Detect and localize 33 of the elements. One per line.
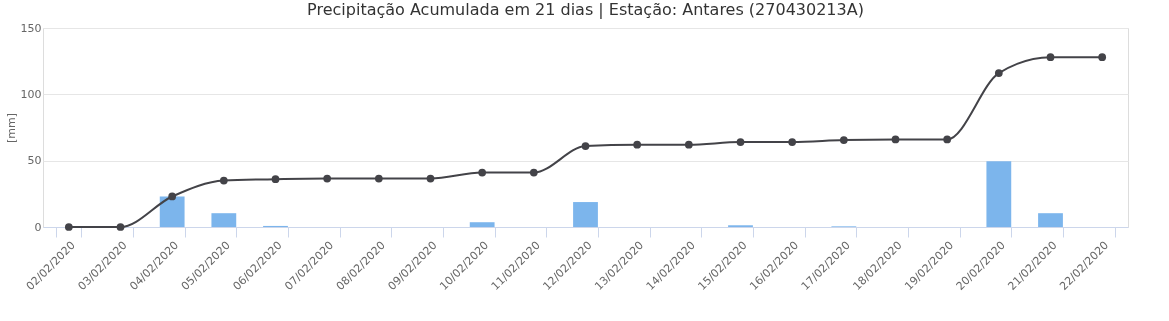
point xyxy=(323,174,332,183)
point xyxy=(168,192,177,201)
point xyxy=(994,69,1003,77)
y-tick-label: 100 xyxy=(20,87,42,101)
point xyxy=(116,223,125,231)
point xyxy=(271,175,280,184)
point xyxy=(1098,53,1107,62)
point xyxy=(1046,53,1055,62)
point xyxy=(64,223,73,231)
point xyxy=(426,174,435,183)
y-tick-label: 0 xyxy=(34,220,42,234)
point xyxy=(633,140,642,149)
point xyxy=(529,168,538,177)
point xyxy=(788,138,797,146)
bar xyxy=(573,202,598,227)
bar xyxy=(986,161,1012,227)
y-axis-title: [mm] xyxy=(4,112,18,144)
y-tick-label: 150 xyxy=(20,21,42,35)
point xyxy=(736,138,745,146)
bar xyxy=(469,222,495,227)
bar xyxy=(211,213,237,227)
bar xyxy=(159,196,185,227)
y-tick-label: 50 xyxy=(27,154,42,168)
point xyxy=(478,168,487,177)
point xyxy=(684,140,693,149)
point xyxy=(219,176,228,185)
point xyxy=(374,174,383,183)
bar xyxy=(1038,213,1063,227)
point xyxy=(839,136,848,144)
point xyxy=(943,135,952,144)
chart-title: Precipitação Acumulada em 21 dias | Estação: Antares (270430213A) xyxy=(307,0,864,19)
point xyxy=(581,142,590,150)
point xyxy=(891,135,900,144)
